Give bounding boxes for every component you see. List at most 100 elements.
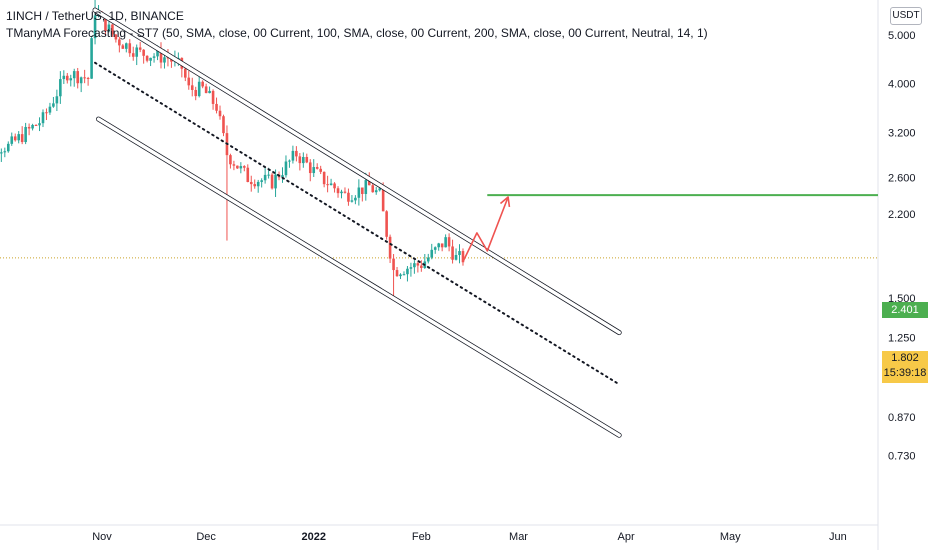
x-tick-label: Feb [412,531,431,543]
projection-arrow-head [499,196,511,208]
candle-body [291,150,295,161]
candle-body [270,174,274,189]
candle-body [274,174,277,189]
candle-body [45,112,48,114]
candle-body [124,43,128,49]
candle-body [433,247,437,250]
candle-body [319,168,322,172]
candle-body [288,160,291,162]
countdown-timer: 15:39:18 [883,367,927,379]
x-tick-label: Jun [829,531,847,543]
candle-body [367,180,371,186]
candle-body [211,90,215,104]
y-tick-label: 4.000 [888,79,916,91]
candle-body [260,180,263,182]
y-tick-label: 5.000 [888,30,916,42]
candle-body [232,164,236,166]
candle-body [461,251,465,263]
candle-body [371,185,375,193]
candle-body [76,71,80,84]
candle-body [281,175,284,178]
candle-body [229,155,232,165]
current-price-value: 1.802 [891,352,919,364]
current-price-badge: 1.802 15:39:18 [882,351,928,383]
y-tick-label: 1.500 [888,293,916,305]
x-tick-label: Mar [509,531,528,543]
candle-body [72,71,76,79]
candle-body [170,58,173,62]
candle-body [55,96,59,104]
candle-body [249,181,253,185]
candle-body [3,151,7,153]
candle-body [27,126,31,129]
candle-body [59,79,62,97]
candle-body [215,103,218,111]
candle-body [38,123,41,126]
candle-body [444,237,447,248]
target-price-value: 2.401 [891,304,919,316]
candle-body [149,57,152,61]
currency-button[interactable]: USDT [890,7,922,25]
candle-body [336,188,340,194]
candle-body [385,211,388,237]
candle-body [201,81,204,87]
candle-body [253,184,257,187]
candle-body [267,174,270,176]
candle-body [430,249,434,258]
candle-body [17,134,20,141]
y-tick-label: 3.200 [888,127,916,139]
candle-body [83,77,86,79]
candle-body [381,188,385,212]
candle-body [69,78,73,81]
candle-body [437,243,440,248]
candle-body [121,45,125,49]
channel-middle-dots [94,61,621,386]
candle-body [145,55,149,61]
candle-body [0,152,3,154]
candle-body [454,255,458,260]
candle-body [204,86,208,94]
chart-header: 1INCH / TetherUS, 1D, BINANCE TManyMA Fo… [6,8,708,42]
candle-body [218,110,222,117]
x-tick-label: Apr [618,531,635,543]
x-tick-label: Nov [92,531,112,543]
candle-body [374,190,378,193]
x-tick-label: Dec [196,531,216,543]
candle-body [322,171,326,185]
candle-body [239,166,243,169]
y-tick-label: 1.250 [888,333,916,345]
candle-body [315,167,319,169]
candle-body [416,263,420,266]
candle-body [41,112,45,124]
candle-body [246,167,250,182]
candle-body [138,47,142,50]
candle-body [86,77,90,79]
candle-body [135,47,139,57]
candle-body [152,56,156,58]
candle-body [24,126,27,143]
candle-body [409,267,413,269]
candle-body [350,200,354,202]
y-tick-label: 0.870 [888,412,916,424]
candle-body [107,24,111,32]
projection-arrow [462,196,509,263]
candle-body [34,124,38,126]
candle-body [93,15,97,39]
candle-body [10,136,14,144]
candle-body [194,89,198,97]
candle-body [256,181,260,187]
candle-body [118,39,121,46]
candle-body [236,165,239,169]
candle-body [222,116,225,134]
candle-body [159,49,163,63]
candle-body [451,246,454,260]
candle-body [413,263,416,268]
candle-body [326,184,329,186]
candle-body [190,85,194,90]
indicator-legend: TManyMA Forecasting - ST7 (50, SMA, clos… [6,26,708,40]
candle-body [302,156,305,164]
candle-body [357,187,361,198]
candle-body [378,188,381,191]
candle-body [426,257,430,262]
